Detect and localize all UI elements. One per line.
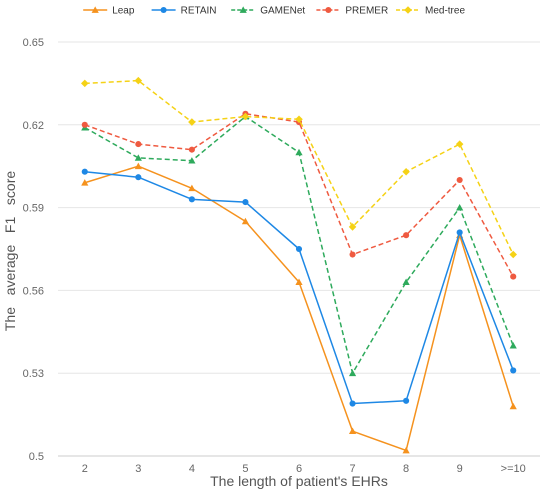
- premer-point: [510, 273, 517, 280]
- y-tick-label: 0.59: [23, 203, 44, 215]
- retain-point: [295, 245, 303, 253]
- legend-gamenet-point: [239, 6, 247, 13]
- x-tick-label: 8: [403, 463, 409, 475]
- x-tick-label: >=10: [501, 463, 526, 475]
- legend-retain-point: [160, 6, 167, 14]
- x-tick-labels: 2 3 4 5 6 7 8 9 >=10: [82, 463, 526, 475]
- legend-item-med-tree: Med-tree: [396, 6, 465, 17]
- series-lines: [80, 76, 518, 454]
- y-tick-label: 0.53: [23, 368, 44, 380]
- legend-med-tree-point: [404, 6, 412, 14]
- retain-point: [510, 367, 517, 374]
- gamenet-point: [134, 154, 142, 161]
- x-tick-label: 9: [457, 463, 463, 475]
- y-tick-label: 0.65: [23, 37, 44, 49]
- x-axis-title: The length of patient's EHRs: [210, 473, 388, 489]
- series-retain: [81, 168, 517, 407]
- med-tree-point: [188, 118, 196, 126]
- y-tick-label: 0.5: [29, 451, 44, 463]
- premer-point: [81, 121, 88, 128]
- legend-item-premer: PREMER: [316, 6, 388, 17]
- med-tree-point: [402, 167, 410, 176]
- series-line-leap: [84, 165, 514, 452]
- legend: Leap RETAIN GAMENet PREMER Med-tree: [83, 6, 465, 17]
- leap-point: [402, 446, 410, 454]
- retain-point: [81, 168, 88, 175]
- legend-label: GAMENet: [260, 6, 305, 17]
- med-tree-point: [295, 115, 303, 124]
- retain-point: [135, 174, 142, 181]
- series-med-tree: [80, 76, 518, 259]
- leap-point: [188, 184, 196, 192]
- legend-item-leap: Leap: [83, 6, 135, 17]
- retain-point: [403, 397, 410, 404]
- x-tick-label: 6: [296, 463, 302, 475]
- med-tree-point: [80, 79, 89, 88]
- series-line-med-tree: [84, 79, 514, 255]
- gamenet-point: [348, 369, 357, 377]
- y-tick-label: 0.62: [23, 120, 44, 132]
- retain-point: [242, 199, 249, 206]
- leap-point: [81, 179, 89, 186]
- series-line-retain: [84, 170, 514, 405]
- series-line-premer: [84, 113, 514, 277]
- series-gamenet: [81, 112, 517, 377]
- x-tick-label: 2: [82, 463, 88, 475]
- premer-point: [403, 232, 410, 239]
- legend-label: PREMER: [345, 6, 388, 17]
- leap-point: [241, 217, 250, 225]
- premer-point: [188, 146, 195, 153]
- legend-label: Med-tree: [425, 6, 465, 17]
- legend-item-retain: RETAIN: [151, 6, 217, 17]
- leap-point: [295, 278, 303, 285]
- gamenet-point: [402, 278, 410, 285]
- legend-label: RETAIN: [181, 6, 217, 17]
- leap-point: [348, 427, 357, 435]
- series-leap: [81, 162, 517, 454]
- y-tick-labels: 0.5 0.53 0.56 0.59 0.62 0.65: [23, 37, 44, 463]
- y-axis-title: The average F1 score: [2, 171, 18, 332]
- premer-point: [456, 176, 463, 184]
- series-premer: [81, 110, 517, 280]
- gamenet-point: [188, 157, 196, 164]
- leap-point: [509, 402, 517, 410]
- med-tree-point: [241, 112, 250, 121]
- legend-label: Leap: [112, 6, 135, 17]
- med-tree-point: [348, 223, 357, 231]
- med-tree-point: [134, 76, 143, 85]
- gamenet-point: [456, 204, 464, 211]
- retain-point: [456, 229, 463, 236]
- retain-point: [349, 400, 356, 407]
- y-tick-label: 0.56: [23, 285, 44, 297]
- legend-leap-point: [91, 6, 99, 13]
- x-tick-label: 3: [135, 463, 141, 475]
- premer-point: [349, 251, 356, 258]
- legend-item-gamenet: GAMENet: [231, 6, 305, 17]
- premer-point: [135, 141, 142, 148]
- med-tree-point: [509, 250, 518, 259]
- leap-point: [134, 162, 142, 170]
- legend-premer-point: [325, 6, 332, 14]
- gamenet-point: [295, 148, 303, 156]
- x-tick-label: 7: [349, 463, 355, 475]
- gamenet-point: [509, 342, 517, 349]
- x-tick-label: 4: [189, 463, 195, 475]
- x-tick-label: 5: [242, 463, 248, 475]
- med-tree-point: [455, 140, 464, 148]
- retain-point: [188, 196, 195, 203]
